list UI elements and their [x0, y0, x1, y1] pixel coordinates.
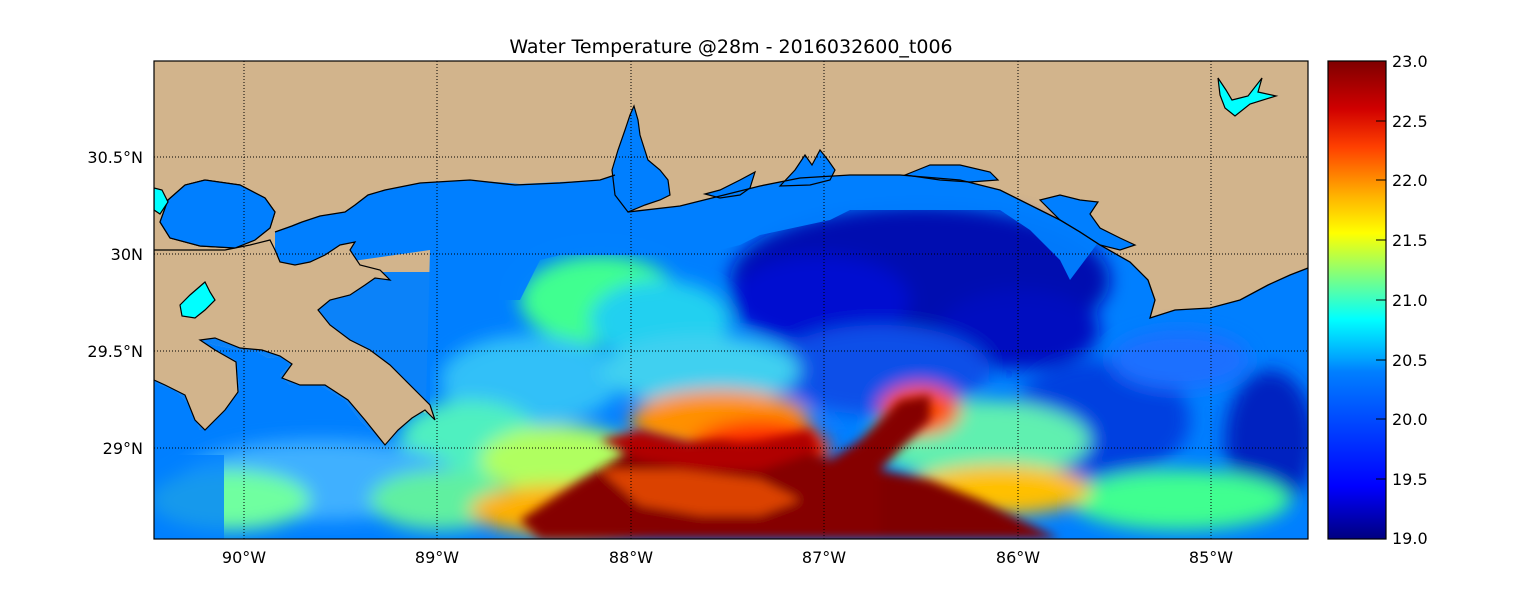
colorbar-tick-label: 20.0	[1392, 410, 1428, 429]
coastline	[274, 174, 1308, 319]
mississippi-delta-land	[154, 239, 436, 446]
lat-tick-label: 30.5°N	[87, 148, 143, 167]
lat-tick-label: 29°N	[103, 439, 143, 458]
mobile-bay	[611, 104, 671, 213]
lon-tick-label: 85°W	[1189, 548, 1233, 567]
lake-salvador	[179, 281, 216, 319]
map-frame	[153, 60, 1309, 540]
lon-tick-label: 90°W	[222, 548, 266, 567]
lon-tick-label: 89°W	[415, 548, 459, 567]
map-plot-area	[154, 61, 1308, 539]
gridlines	[154, 61, 1308, 539]
colorbar-tick-label: 21.5	[1392, 231, 1428, 250]
colorbar-tick-label: 22.0	[1392, 171, 1428, 190]
colorbar-tick-label: 19.5	[1392, 470, 1428, 489]
lat-tick-label: 30N	[111, 245, 143, 264]
colorbar-tick-label: 22.5	[1392, 112, 1428, 131]
latitude-labels: 30.5°N 30N 29.5°N 29°N	[87, 148, 143, 458]
lon-tick-label: 87°W	[802, 548, 846, 567]
lake-maurepas	[154, 187, 169, 215]
lon-tick-label: 86°W	[996, 548, 1040, 567]
map-title: Water Temperature @28m - 2016032600_t006	[509, 36, 953, 58]
colorbar-tick-label: 19.0	[1392, 529, 1428, 548]
lon-tick-label: 88°W	[609, 548, 653, 567]
colorbar-tick-label: 21.0	[1392, 291, 1428, 310]
lake-chipola	[1217, 77, 1279, 117]
longitude-labels: 90°W 89°W 88°W 87°W 86°W 85°W	[222, 548, 1233, 567]
colorbar: 23.0 22.5 22.0 21.5 21.0 20.5 20.0 19.5 …	[1327, 52, 1428, 548]
colorbar-tick-label: 23.0	[1392, 52, 1428, 71]
colorbar-tick-label: 20.5	[1392, 351, 1428, 370]
lat-tick-label: 29.5°N	[87, 342, 143, 361]
